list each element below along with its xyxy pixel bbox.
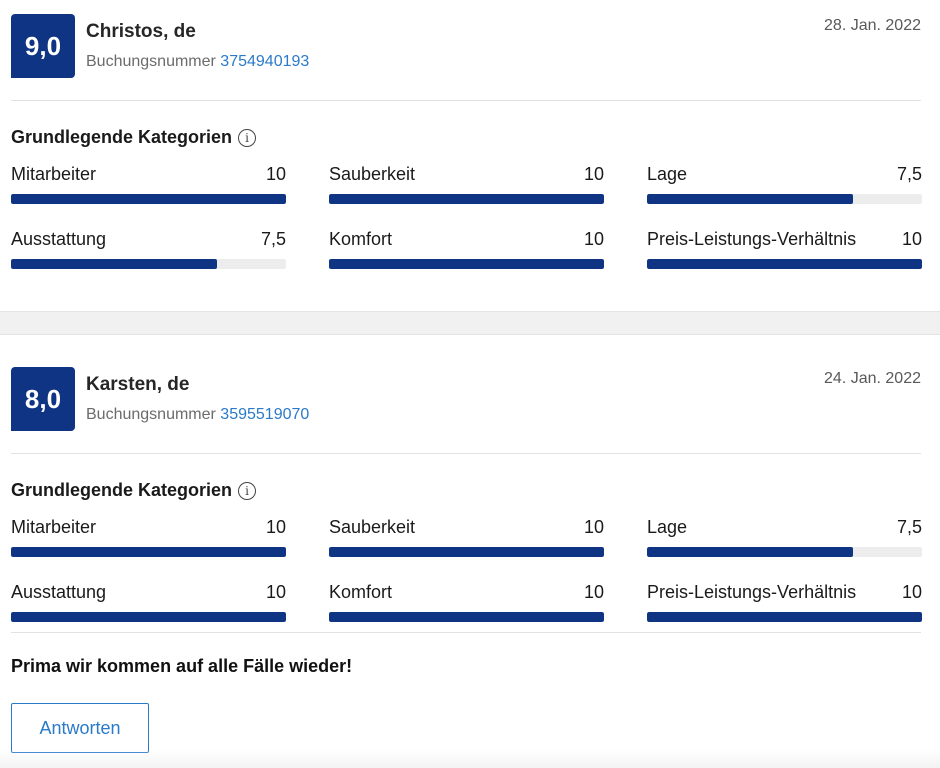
category-value: 10 — [583, 164, 604, 184]
category-bar — [11, 612, 286, 622]
booking-info: Buchungsnummer 3595519070 — [86, 406, 309, 424]
category-value: 7,5 — [260, 229, 286, 249]
category-label: Lage — [647, 164, 688, 184]
category-bar-fill — [11, 259, 218, 269]
category-item: Ausstattung 7,5 — [11, 228, 286, 269]
category-value: 10 — [583, 582, 604, 602]
bottom-fade — [0, 750, 940, 768]
category-value: 10 — [901, 582, 922, 602]
category-bar — [11, 547, 286, 557]
category-value: 10 — [901, 229, 922, 249]
categories-heading: Grundlegende Kategorien i — [11, 480, 257, 501]
category-value: 10 — [583, 229, 604, 249]
category-bar-fill — [647, 259, 922, 269]
category-label: Lage — [647, 517, 688, 537]
category-bar — [329, 612, 604, 622]
info-icon[interactable]: i — [238, 481, 257, 500]
category-bar-fill — [329, 194, 604, 204]
divider — [11, 100, 921, 101]
booking-label: Buchungsnummer — [86, 406, 216, 423]
category-bar — [647, 547, 922, 557]
category-label: Sauberkeit — [329, 164, 416, 184]
category-label: Komfort — [329, 229, 393, 249]
category-item: Lage 7,5 — [647, 516, 922, 557]
booking-number-link[interactable]: 3595519070 — [220, 406, 310, 423]
category-bar-fill — [329, 612, 604, 622]
review-date: 24. Jan. 2022 — [824, 370, 921, 387]
category-bar — [329, 259, 604, 269]
category-bar — [647, 612, 922, 622]
category-item: Komfort 10 — [329, 581, 604, 622]
categories-heading: Grundlegende Kategorien i — [11, 127, 257, 148]
category-item: Sauberkeit 10 — [329, 163, 604, 204]
category-bar-fill — [647, 547, 854, 557]
category-value: 10 — [265, 164, 286, 184]
category-value: 7,5 — [896, 164, 922, 184]
category-bar — [11, 259, 286, 269]
review-score-badge: 9,0 — [11, 14, 75, 78]
review-separator — [0, 311, 940, 335]
categories-title: Grundlegende Kategorien — [11, 480, 233, 500]
category-bar — [329, 547, 604, 557]
category-bar — [11, 194, 286, 204]
category-bar-fill — [11, 547, 286, 557]
category-label: Mitarbeiter — [11, 164, 97, 184]
category-item: Sauberkeit 10 — [329, 516, 604, 557]
category-bar-fill — [11, 194, 286, 204]
category-bar — [329, 194, 604, 204]
category-bar-fill — [647, 612, 922, 622]
reviewer-name: Christos, de — [86, 21, 196, 42]
category-bar-fill — [329, 547, 604, 557]
booking-info: Buchungsnummer 3754940193 — [86, 53, 309, 71]
review-comment: Prima wir kommen auf alle Fälle wieder! — [11, 656, 353, 676]
category-value: 10 — [265, 582, 286, 602]
category-bar — [647, 259, 922, 269]
reviewer-name: Karsten, de — [86, 374, 190, 395]
category-item: Preis-Leistungs-Verhältnis 10 — [647, 581, 922, 622]
category-label: Ausstattung — [11, 229, 107, 249]
category-label: Mitarbeiter — [11, 517, 97, 537]
category-item: Preis-Leistungs-Verhältnis 10 — [647, 228, 922, 269]
category-label: Sauberkeit — [329, 517, 416, 537]
category-value: 10 — [583, 517, 604, 537]
category-label: Preis-Leistungs-Verhältnis — [647, 229, 857, 249]
booking-label: Buchungsnummer — [86, 53, 216, 70]
category-item: Mitarbeiter 10 — [11, 163, 286, 204]
reply-button[interactable]: Antworten — [11, 703, 149, 753]
category-item: Mitarbeiter 10 — [11, 516, 286, 557]
category-item: Komfort 10 — [329, 228, 604, 269]
category-value: 7,5 — [896, 517, 922, 537]
categories-title: Grundlegende Kategorien — [11, 127, 233, 147]
category-label: Komfort — [329, 582, 393, 602]
info-icon[interactable]: i — [238, 128, 257, 147]
booking-number-link[interactable]: 3754940193 — [220, 53, 310, 70]
category-label: Ausstattung — [11, 582, 107, 602]
category-bar — [647, 194, 922, 204]
category-bar-fill — [11, 612, 286, 622]
divider — [11, 632, 921, 633]
review-date: 28. Jan. 2022 — [824, 17, 921, 34]
category-bar-fill — [647, 194, 854, 204]
review-card: 8,0 Karsten, de Buchungsnummer 359551907… — [0, 335, 940, 768]
category-label: Preis-Leistungs-Verhältnis — [647, 582, 857, 602]
review-score-badge: 8,0 — [11, 367, 75, 431]
category-bar-fill — [329, 259, 604, 269]
divider — [11, 453, 921, 454]
category-value: 10 — [265, 517, 286, 537]
review-card: 9,0 Christos, de Buchungsnummer 37549401… — [0, 0, 940, 311]
category-item: Lage 7,5 — [647, 163, 922, 204]
category-item: Ausstattung 10 — [11, 581, 286, 622]
